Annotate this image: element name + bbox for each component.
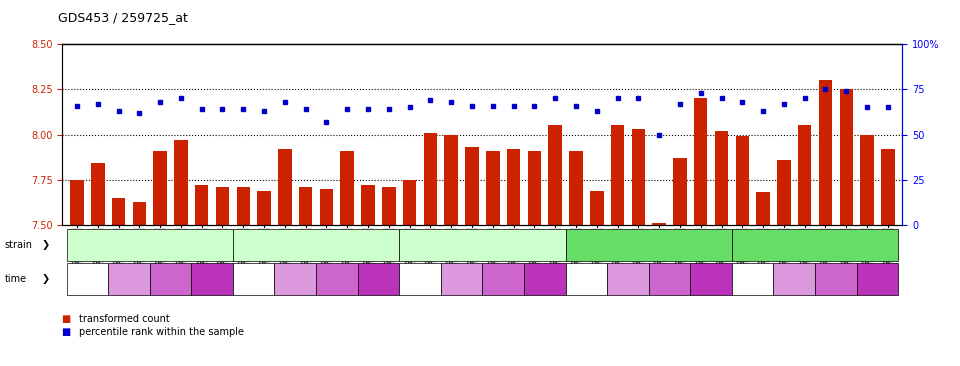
Text: co-2: co-2 [638, 240, 660, 250]
Text: Ler wild type: Ler wild type [451, 240, 514, 250]
Bar [632, 129, 645, 225]
Text: transformed count: transformed count [79, 314, 170, 324]
Bar [236, 187, 250, 225]
Bar [320, 189, 333, 225]
Bar [132, 202, 146, 225]
Text: ■: ■ [62, 314, 75, 324]
Text: 3 day: 3 day [616, 274, 639, 283]
Bar [466, 147, 479, 225]
Bar [341, 151, 354, 225]
Bar [403, 180, 417, 225]
Text: 7 day: 7 day [533, 274, 557, 283]
Bar [860, 134, 874, 225]
Text: 7 day: 7 day [367, 274, 390, 283]
Bar [486, 151, 499, 225]
Text: time: time [5, 274, 27, 284]
Bar [299, 187, 312, 225]
Bar [715, 131, 729, 225]
Text: 3 day: 3 day [450, 274, 473, 283]
Bar [70, 180, 84, 225]
Bar [278, 149, 292, 225]
Bar [548, 126, 562, 225]
Text: 5 day: 5 day [658, 274, 682, 283]
Text: 3 day: 3 day [117, 274, 141, 283]
Text: 7 day: 7 day [201, 274, 224, 283]
Text: 0 day: 0 day [76, 274, 99, 283]
Bar [423, 133, 437, 225]
Bar [382, 187, 396, 225]
Bar [174, 140, 187, 225]
Bar [91, 164, 105, 225]
Text: 5 day: 5 day [325, 274, 348, 283]
Bar [216, 187, 229, 225]
Text: 3 day: 3 day [283, 274, 307, 283]
Bar [257, 191, 271, 225]
Bar [361, 185, 374, 225]
Text: lfy-12: lfy-12 [302, 240, 330, 250]
Bar [778, 160, 791, 225]
Text: strain: strain [5, 240, 33, 250]
Text: 0 day: 0 day [575, 274, 598, 283]
Bar [819, 80, 832, 225]
Bar [839, 89, 853, 225]
Bar [881, 149, 895, 225]
Bar [798, 126, 811, 225]
Bar [111, 198, 126, 225]
Text: 5 day: 5 day [158, 274, 182, 283]
Text: ■: ■ [62, 326, 75, 337]
Bar [569, 151, 583, 225]
Text: ❯: ❯ [41, 274, 49, 284]
Bar [195, 185, 208, 225]
Text: GDS453 / 259725_at: GDS453 / 259725_at [58, 11, 187, 24]
Text: 5 day: 5 day [492, 274, 515, 283]
Text: percentile rank within the sample: percentile rank within the sample [79, 326, 244, 337]
Bar [673, 158, 686, 225]
Bar [756, 193, 770, 225]
Text: Col-0 wild type: Col-0 wild type [113, 240, 186, 250]
Text: ft-2: ft-2 [806, 240, 824, 250]
Bar [653, 223, 666, 225]
Bar [528, 151, 541, 225]
Bar [507, 149, 520, 225]
Text: ❯: ❯ [41, 240, 49, 250]
Bar [694, 98, 708, 225]
Bar [154, 151, 167, 225]
Text: 0 day: 0 day [408, 274, 432, 283]
Text: 0 day: 0 day [741, 274, 764, 283]
Text: 0 day: 0 day [242, 274, 265, 283]
Text: 5 day: 5 day [825, 274, 848, 283]
Text: 7 day: 7 day [700, 274, 723, 283]
Text: 3 day: 3 day [782, 274, 806, 283]
Bar [590, 191, 604, 225]
Text: 7 day: 7 day [866, 274, 889, 283]
Bar [611, 126, 624, 225]
Bar [735, 136, 749, 225]
Bar [444, 134, 458, 225]
